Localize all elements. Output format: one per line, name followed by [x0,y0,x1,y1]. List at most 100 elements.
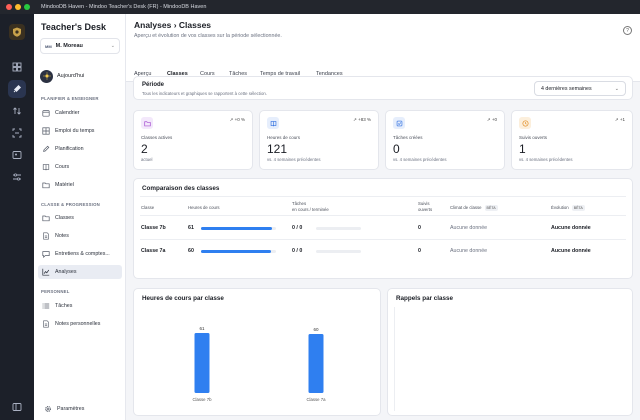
col-header-suivis: Suivis [418,201,430,206]
cell-climat: Aucune donnée [450,248,488,254]
app-logo-icon [9,24,25,40]
sidebar-item-label: Notes personnelles [55,321,101,327]
sort-arrows-icon[interactable] [8,102,26,120]
help-icon[interactable]: ? [623,26,632,35]
kpi-delta: ↗ +0 [487,117,497,123]
sidebar-item-meetings[interactable]: Entretiens & comptes... [38,247,122,261]
kpi-footer: vs. 4 semaines précédentes [267,157,321,162]
chart-data-label: 60 [313,327,319,332]
grid-icon [42,127,50,135]
trend-up-icon: ↗ [486,117,491,122]
list-icon [42,302,50,310]
page-subtitle: Aperçu et évolution de vos classes sur l… [134,33,282,39]
image-icon[interactable] [8,146,26,164]
main-content: Analyses › Classes Aperçu et évolution d… [126,14,640,420]
kpi-value: 2 [141,142,148,156]
tab-apercu[interactable]: Aperçu [134,71,152,77]
user-name: M. Moreau [55,43,83,49]
sidebar-item-courses[interactable]: Cours [38,160,122,174]
sidebar-item-label: Analyses [55,269,77,275]
period-subtitle: Tous les indicateurs et graphiques se ra… [142,91,267,96]
user-initials: MM [45,43,52,49]
checkbox-icon [393,117,405,129]
gear-icon [44,405,52,413]
document-icon [42,232,50,240]
beta-badge: BÊTA [484,205,498,211]
kpi-delta: ↗ +0 % [230,117,245,123]
kpi-delta-value: +1 [619,117,625,122]
chart-bar[interactable] [308,333,324,393]
sliders-icon[interactable] [8,168,26,186]
reminders-title: Rappels par classe [396,295,454,302]
sidebar-item-today[interactable]: Aujourd'hui [40,68,120,84]
minimize-window-button[interactable] [15,4,21,10]
hours-bar-fill [201,227,273,230]
tab-taches[interactable]: Tâches [229,71,248,77]
chart-data-label: 61 [199,326,205,331]
book-icon [267,117,279,129]
kpi-footer: vs. 4 semaines précédentes [393,157,447,162]
sidebar-item-label: Notes [55,233,69,239]
rocket-icon[interactable] [8,80,26,98]
chart-bar[interactable] [194,333,210,393]
sidebar-item-label: Matériel [55,182,74,188]
close-window-button[interactable] [6,4,12,10]
icon-rail [0,14,34,420]
trend-up-icon: ↗ [614,117,619,122]
sidebar-item-notes[interactable]: Notes [38,229,122,243]
col-header-heures: Heures de cours [188,205,220,210]
kpi-value: 0 [393,142,400,156]
sidebar-item-calendar[interactable]: Calendrier [38,106,122,120]
kpi-label: Heures de cours [267,135,301,140]
dashboard-icon[interactable] [8,58,26,76]
app-brand: Teacher's Desk [41,22,107,32]
maximize-window-button[interactable] [24,4,30,10]
sidebar-item-materials[interactable]: Matériel [38,178,122,192]
sidebar-item-analyses[interactable]: Analyses [38,265,122,279]
hours-chart-card: Heures de cours par classe 61 Classe 7b 60… [133,288,381,416]
kpi-value: 121 [267,142,288,156]
hours-bar [201,250,276,253]
tab-temps-de-travail[interactable]: Temps de travail [260,71,301,77]
user-switcher[interactable]: MM M. Moreau ⌄ [40,38,120,54]
page-title: Analyses › Classes [134,20,212,30]
kpi-card-classes: ↗ +0 % Classes actives 2 actuel [133,110,253,170]
cell-suivis: 0 [418,225,421,231]
sidebar-item-label: Entretiens & comptes... [55,251,110,257]
sidebar-item-label: Emploi du temps [55,128,95,134]
kpi-label: Tâches créées [393,135,423,140]
cell-taches: 0 / 0 [292,225,303,231]
sidebar-item-personal-notes[interactable]: Notes personnelles [38,317,122,331]
tab-cours[interactable]: Cours [200,71,215,77]
chevron-down-icon: ⌄ [110,43,115,49]
chart-tick-label: Classe 7b [192,397,212,402]
kpi-delta: ↗ +1 [615,117,625,123]
sidebar-item-timetable[interactable]: Emploi du temps [38,124,122,138]
chevron-down-icon: ⌄ [614,85,619,92]
cell-taches: 0 / 0 [292,248,303,254]
folder-icon [42,214,50,222]
sidebar-item-label: Calendrier [55,110,80,116]
period-select[interactable]: 4 dernières semaines ⌄ [534,81,626,96]
cell-heures: 61 [188,225,194,231]
kpi-delta-value: +0 [491,117,497,122]
tab-tendances[interactable]: Tendances [316,71,343,77]
comparison-title: Comparaison des classes [142,185,220,192]
sidebar-item-settings[interactable]: Paramètres [38,402,122,416]
hours-bar [201,227,276,230]
page-header: Analyses › Classes Aperçu et évolution d… [126,14,640,66]
sidebar-item-planning[interactable]: Planification [38,142,122,156]
period-select-value: 4 dernières semaines [541,85,592,92]
col-header-taches-sub: en cours / terminée [292,207,329,212]
sidebar-item-tasks[interactable]: Tâches [38,299,122,313]
sidebar-item-label: Planification [55,146,84,152]
cell-classe: Classe 7b [141,225,166,231]
sidebar-item-classes[interactable]: Classes [38,211,122,225]
sidebar-toggle-icon[interactable] [8,398,26,416]
kpi-footer: vs. 4 semaines précédentes [519,157,573,162]
reminders-card: Rappels par classe [387,288,633,416]
sidebar-item-label: Paramètres [57,406,85,412]
scan-icon[interactable] [8,124,26,142]
clock-icon [519,117,531,129]
chart-tick-label: Classe 7a [306,397,326,402]
